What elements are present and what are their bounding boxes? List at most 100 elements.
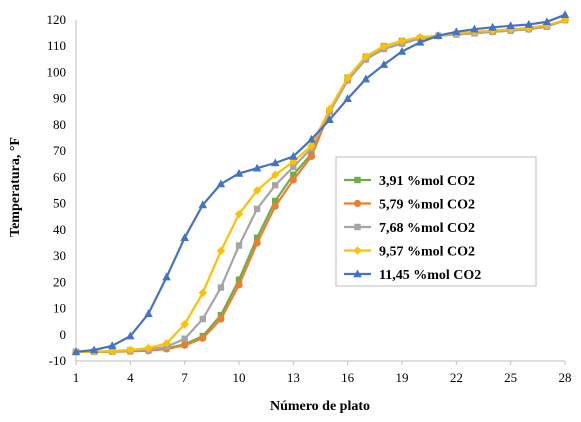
data-point	[217, 311, 225, 319]
legend-swatch-marker	[354, 223, 361, 231]
legend-label: 3,91 %mol CO2	[379, 174, 475, 189]
data-point	[126, 345, 135, 355]
data-point	[199, 315, 206, 323]
legend-swatch-marker	[353, 199, 362, 208]
y-tick-label: 100	[47, 64, 67, 79]
data-point	[415, 32, 425, 42]
legend-swatch-marker	[353, 269, 362, 278]
data-point	[234, 168, 244, 177]
legend-item: 5,79 %mol CO2	[344, 198, 475, 213]
data-point	[379, 60, 389, 68]
data-point	[234, 209, 244, 219]
data-point	[379, 42, 389, 51]
data-point	[89, 345, 99, 354]
data-point	[542, 17, 552, 26]
data-point	[71, 347, 81, 356]
data-point	[289, 151, 298, 160]
data-point	[307, 141, 316, 151]
data-point	[325, 115, 334, 123]
data-point	[162, 272, 171, 281]
data-point	[216, 179, 226, 188]
data-point	[506, 24, 515, 34]
legend-item: 11,45 %mol CO2	[344, 268, 481, 283]
data-point	[488, 22, 497, 31]
x-tick-label: 4	[127, 370, 134, 385]
data-point	[397, 36, 407, 46]
data-point	[235, 276, 243, 283]
y-tick-label: 80	[53, 117, 66, 132]
y-tick-label: 120	[47, 12, 67, 27]
data-point	[560, 10, 570, 19]
x-tick-label: 19	[396, 370, 409, 385]
data-point	[199, 334, 207, 342]
x-tick-label: 1	[73, 370, 80, 385]
data-point	[198, 288, 207, 297]
x-tick-label: 13	[287, 370, 300, 385]
data-point	[290, 163, 297, 171]
legend-swatch-marker	[354, 176, 361, 184]
data-point	[361, 74, 371, 83]
data-point	[216, 246, 226, 256]
x-tick-label: 22	[450, 370, 463, 385]
data-point	[235, 281, 243, 289]
data-point	[397, 46, 407, 55]
data-point	[253, 239, 261, 247]
data-point	[217, 284, 225, 291]
legend-swatch-marker	[353, 246, 362, 255]
x-tick-label: 25	[504, 370, 517, 385]
x-tick-label: 10	[233, 370, 246, 385]
data-point	[126, 331, 135, 340]
legend-label: 11,45 %mol CO2	[379, 268, 481, 283]
y-tick-label: 50	[53, 196, 66, 211]
data-point	[415, 37, 425, 46]
legend: 3,91 %mol CO2 5,79 %mol CO2 7,68 %mol CO2 9…	[335, 156, 537, 287]
data-point	[270, 158, 280, 167]
series-line	[75, 18, 566, 353]
data-point	[452, 27, 461, 36]
data-point	[162, 339, 171, 348]
legend-item: 9,57 %mol CO2	[344, 245, 475, 260]
series-line	[75, 13, 566, 353]
x-tick-label: 28	[559, 370, 572, 385]
series-5	[71, 10, 570, 356]
y-tick-label: 20	[53, 274, 66, 289]
data-point	[181, 341, 189, 349]
data-point	[307, 152, 316, 160]
legend-label: 5,79 %mol CO2	[379, 198, 475, 213]
x-tick-label: 7	[181, 370, 188, 385]
data-point	[470, 24, 479, 33]
y-tick-label: 30	[53, 248, 66, 263]
data-point	[271, 170, 280, 179]
data-point	[272, 182, 279, 189]
y-tick-label: 70	[53, 143, 66, 158]
data-point	[271, 202, 279, 210]
y-tick-label: 60	[53, 169, 66, 184]
data-point	[433, 31, 443, 40]
data-point	[325, 104, 334, 114]
y-tick-label: 10	[53, 301, 66, 316]
data-point	[272, 197, 279, 205]
data-point	[307, 134, 316, 143]
y-tick-label: -10	[49, 353, 66, 368]
legend-label: 9,57 %mol CO2	[379, 245, 475, 260]
data-point	[144, 309, 153, 318]
y-tick-label: 40	[53, 222, 66, 237]
axes	[75, 20, 566, 365]
data-point	[252, 186, 262, 195]
legend-item: 3,91 %mol CO2	[344, 174, 475, 189]
data-point	[289, 176, 297, 184]
y-tick-label: 0	[60, 327, 67, 342]
x-axis-title: Número de plato	[270, 399, 370, 414]
data-point	[235, 242, 243, 249]
data-point	[217, 315, 225, 323]
y-tick-label: 110	[47, 38, 66, 53]
data-point	[253, 205, 261, 213]
data-point	[524, 19, 534, 28]
x-tick-label: 16	[341, 370, 355, 385]
data-point	[506, 21, 515, 30]
data-point	[181, 335, 188, 342]
y-axis-title: Temperatura, °F	[8, 137, 23, 237]
series-group	[71, 10, 570, 357]
data-point	[107, 341, 117, 350]
